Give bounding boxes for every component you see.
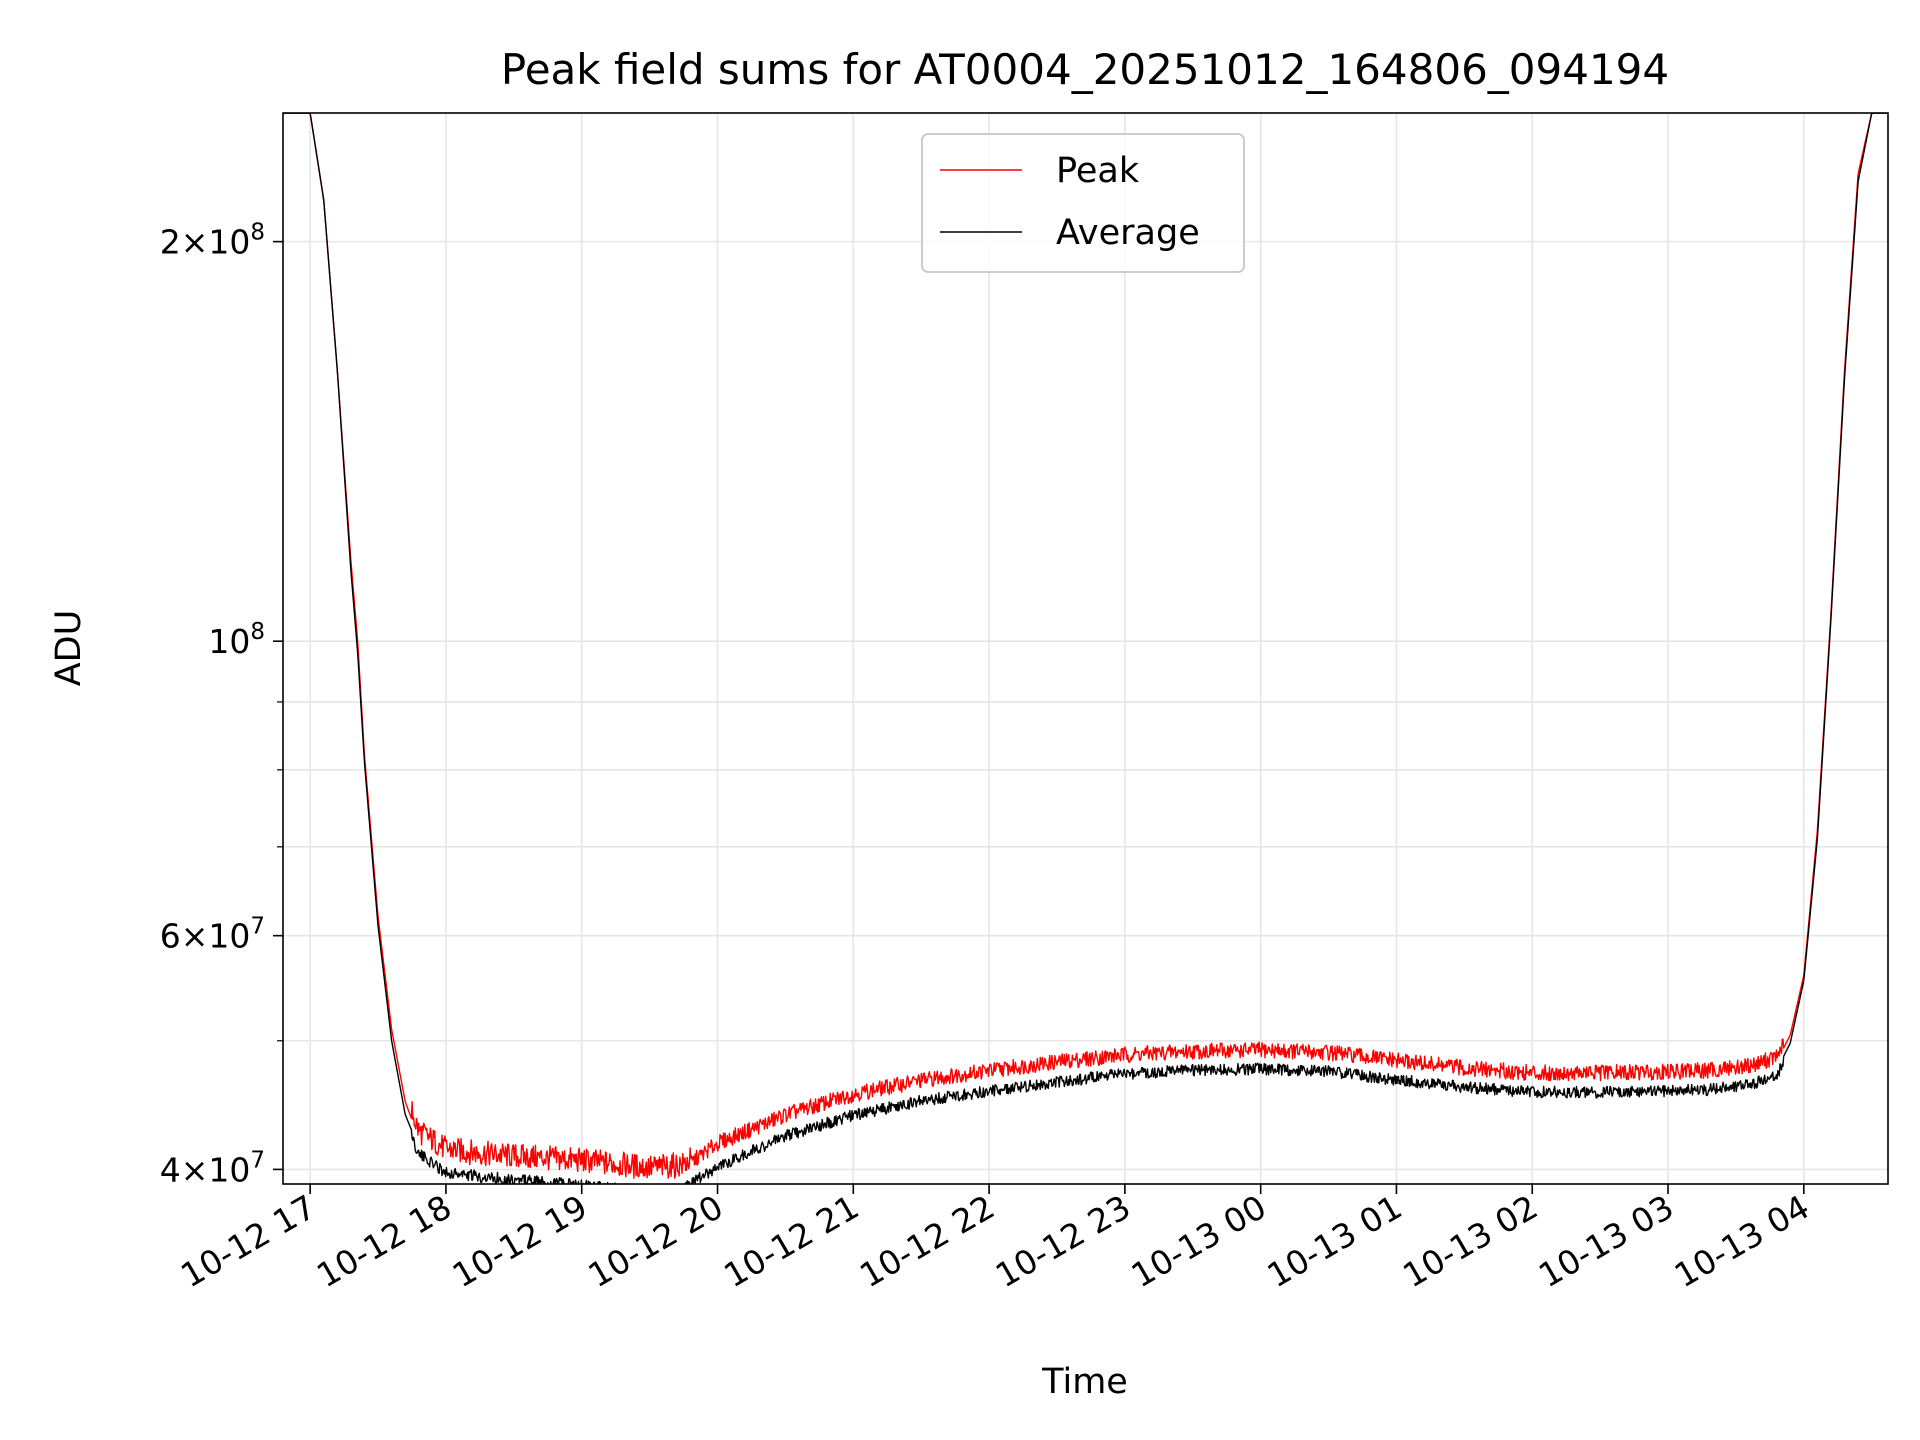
series-line-peak — [283, 113, 1888, 1179]
grid — [283, 113, 1888, 1184]
legend: Peak Average — [921, 133, 1245, 273]
y-tick-label: 6×107 — [160, 914, 265, 956]
y-tick-label: 108 — [208, 619, 265, 661]
y-tick-label: 4×107 — [160, 1147, 265, 1189]
legend-box — [921, 133, 1245, 273]
y-axis-label: ADU — [49, 610, 89, 687]
y-tick-label: 2×108 — [160, 220, 265, 262]
y-axis: 4×107 6×107 108 2×108 — [160, 220, 283, 1189]
x-axis-label: Time — [1041, 1362, 1128, 1402]
legend-peak-label: Peak — [1056, 151, 1140, 191]
plot-frame — [282, 112, 1889, 1185]
legend-average-label: Average — [1056, 213, 1200, 253]
chart-title: Peak field sums for AT0004_20251012_1648… — [501, 45, 1669, 94]
